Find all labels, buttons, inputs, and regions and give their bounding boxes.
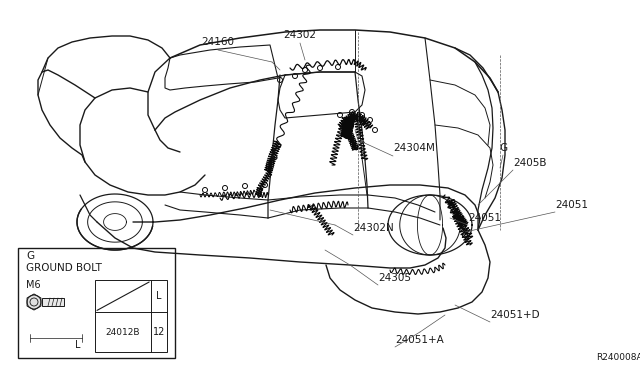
Text: 24051: 24051 bbox=[468, 213, 501, 223]
Text: 24304M: 24304M bbox=[393, 143, 435, 153]
Bar bbox=[42, 298, 64, 306]
Text: G: G bbox=[26, 251, 34, 261]
Text: 24051: 24051 bbox=[555, 200, 588, 210]
Text: 24051+A: 24051+A bbox=[395, 335, 444, 345]
Text: 24305: 24305 bbox=[378, 273, 411, 283]
Text: G: G bbox=[499, 143, 507, 153]
Text: R240008A: R240008A bbox=[596, 353, 640, 362]
Text: 24302N: 24302N bbox=[353, 223, 394, 233]
Bar bbox=[95, 280, 167, 352]
Polygon shape bbox=[27, 294, 41, 310]
Text: M6: M6 bbox=[26, 280, 40, 290]
Text: 2405B: 2405B bbox=[513, 158, 547, 168]
Text: 24012B: 24012B bbox=[106, 328, 140, 337]
Text: 12: 12 bbox=[153, 327, 165, 337]
Text: GROUND BOLT: GROUND BOLT bbox=[26, 263, 102, 273]
Text: 24302: 24302 bbox=[284, 30, 317, 40]
Text: L: L bbox=[76, 340, 81, 350]
Text: L: L bbox=[156, 291, 162, 301]
Text: 24051+D: 24051+D bbox=[490, 310, 540, 320]
Bar bbox=[18, 248, 175, 358]
Text: 24160: 24160 bbox=[202, 37, 234, 47]
